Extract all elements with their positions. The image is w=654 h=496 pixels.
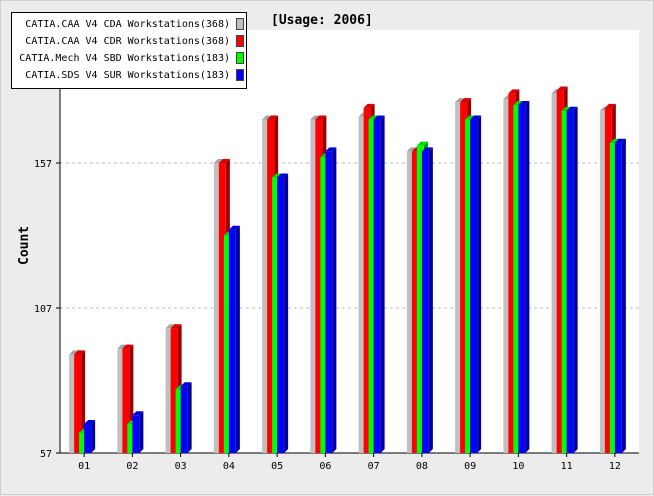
bar-04-series-4 — [228, 225, 240, 453]
legend-item-sbd: CATIA.Mech V4 SBD Workstations(183) — [12, 50, 248, 67]
bar-10-series-4 — [518, 101, 530, 453]
y-tick-label: 107 — [34, 304, 52, 315]
bar-08-series-4 — [421, 147, 433, 453]
x-tick-label: 11 — [561, 461, 573, 472]
legend-label-sur: CATIA.SDS V4 SUR Workstations(183) — [25, 70, 230, 81]
x-tick-label: 09 — [464, 461, 476, 472]
legend-item-cdr: CATIA.CAA V4 CDR Workstations(368) — [12, 33, 248, 50]
legend-swatch-cdr — [236, 35, 244, 47]
bar-09-series-4 — [470, 115, 482, 453]
bar-06-series-4 — [325, 147, 337, 453]
bar-07-series-4 — [373, 115, 385, 453]
bar-02-series-4 — [132, 411, 144, 453]
x-tick-label: 12 — [609, 461, 621, 472]
x-tick-label: 04 — [223, 461, 235, 472]
legend-item-cda: CATIA.CAA V4 CDA Workstations(368) — [12, 16, 248, 33]
legend-item-sur: CATIA.SDS V4 SUR Workstations(183) — [12, 67, 248, 84]
y-tick-label: 157 — [34, 159, 52, 170]
bar-03-series-4 — [180, 382, 192, 453]
bar-05-series-4 — [277, 173, 289, 453]
x-tick-label: 03 — [175, 461, 187, 472]
x-tick-label: 05 — [271, 461, 283, 472]
legend-swatch-sur — [236, 69, 244, 81]
bar-12-series-4 — [614, 138, 626, 453]
x-tick-label: 02 — [126, 461, 138, 472]
legend-label-sbd: CATIA.Mech V4 SBD Workstations(183) — [19, 53, 230, 64]
legend: CATIA.CAA V4 CDA Workstations(368) CATIA… — [11, 12, 247, 89]
legend-swatch-sbd — [236, 52, 244, 64]
x-tick-label: 10 — [512, 461, 524, 472]
legend-label-cdr: CATIA.CAA V4 CDR Workstations(368) — [25, 36, 230, 47]
y-tick-label: 57 — [40, 449, 52, 460]
chart-title: [Usage: 2006] — [271, 13, 373, 28]
x-tick-label: 08 — [416, 461, 428, 472]
bar-01-series-4 — [84, 420, 96, 453]
bar-11-series-4 — [566, 106, 578, 454]
y-axis-label: Count — [17, 225, 32, 265]
x-tick-label: 01 — [78, 461, 90, 472]
plot-area — [60, 30, 639, 453]
legend-label-cda: CATIA.CAA V4 CDA Workstations(368) — [25, 19, 230, 30]
x-tick-label: 06 — [319, 461, 331, 472]
legend-swatch-cda — [236, 18, 244, 30]
x-tick-label: 07 — [368, 461, 380, 472]
